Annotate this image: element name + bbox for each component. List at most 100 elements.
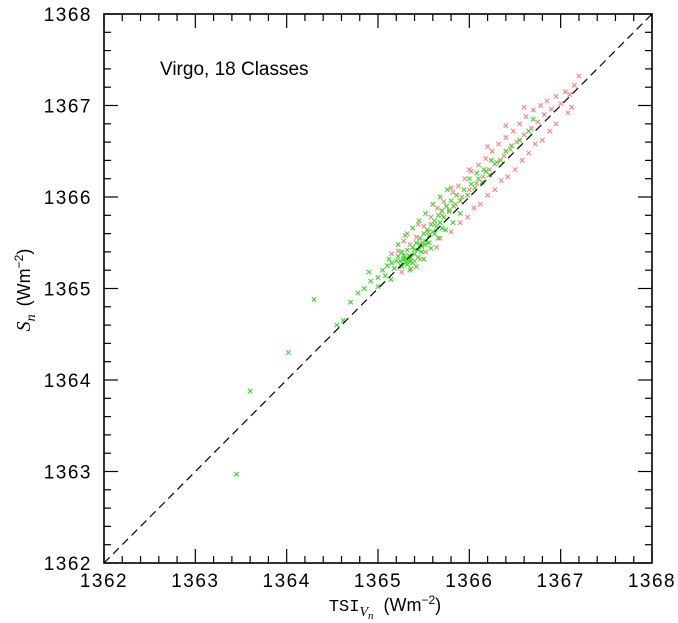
data-point [399,249,405,255]
data-point [432,218,438,224]
data-point [395,253,401,260]
data-point [448,185,454,191]
data-point [442,227,449,233]
data-point [402,232,408,239]
data-point [492,187,498,193]
data-point [475,162,482,168]
data-point [486,172,493,178]
data-point [386,256,392,262]
data-point [474,170,480,176]
data-point [558,101,564,107]
data-point [451,203,457,209]
x-axis-label: TSIVn (Wm−2) [329,593,441,622]
data-point [446,207,452,213]
reference-line-layer [103,13,653,564]
data-point [408,254,414,260]
data-point [514,139,520,145]
data-point [404,262,410,268]
data-point [410,225,416,231]
data-point [466,187,472,193]
x-tick-label: 1363 [171,571,219,592]
data-point [355,290,361,296]
data-point [510,128,516,134]
data-point [526,150,532,156]
data-point [435,212,441,218]
data-point [503,148,509,154]
data-point [428,245,434,251]
x-tick-label: 1364 [263,571,311,592]
data-point [410,260,416,266]
data-point [474,180,480,186]
data-point [508,143,514,149]
data-point [402,256,408,262]
data-point [391,265,398,271]
data-point [457,198,463,204]
data-point [516,121,523,127]
data-point [537,102,544,109]
y-axis-label: Sn (Wm−2) [12,249,39,332]
data-point [477,201,483,207]
data-point [576,73,582,79]
data-point [541,112,547,118]
axis-ticks [103,13,653,564]
data-point [399,263,405,270]
x-tick-label: 1365 [354,571,402,592]
data-point [448,229,454,235]
data-point [466,176,472,182]
x-axis-label-units-close: ) [435,595,441,615]
y-axis-label-units-close: ) [14,249,34,255]
data-point [507,146,514,153]
data-point [368,278,374,284]
data-point [421,256,427,262]
data-point [547,128,553,134]
y-tick-labels: 1362 1363 1364 1365 1366 1367 1368 [44,5,92,575]
data-point [521,104,527,110]
data-point [413,234,419,240]
data-point [437,220,443,226]
x-axis-label-sub: V [359,605,369,620]
data-point [501,153,507,159]
data-point [455,183,461,189]
y-tick-label: 1366 [44,188,92,209]
data-point [375,274,381,281]
data-point [521,132,527,138]
data-point [416,218,422,224]
data-point [519,157,525,163]
x-tick-label: 1368 [628,571,676,592]
data-point [415,221,421,228]
data-point [397,258,403,264]
x-tick-label: 1367 [537,571,585,592]
data-point [441,198,447,205]
data-point [565,110,571,116]
data-point [379,267,386,273]
data-point [437,194,443,200]
data-point [471,205,477,211]
data-point [348,299,354,305]
y-tick-label: 1364 [44,371,92,392]
data-point [432,231,438,237]
data-point [247,388,253,394]
chart-annotation: Virgo, 18 Classes [160,59,309,80]
data-point [426,240,432,246]
data-point [441,214,447,220]
data-point [366,269,372,275]
data-point [448,198,454,204]
data-point [488,157,494,163]
data-point [435,235,441,241]
data-point [446,209,452,215]
y-tick-label: 1367 [44,97,92,118]
data-point [548,106,555,112]
y-axis-label-units-sup: −2 [12,254,26,268]
data-point [389,251,395,257]
y-axis-label-sub: n [24,314,39,321]
data-point [459,194,465,200]
data-point [516,137,523,143]
y-tick-label: 1368 [44,5,92,26]
data-point [530,116,536,122]
data-point [481,166,487,173]
data-point [407,267,413,273]
data-point [311,296,317,303]
data-point [489,148,495,154]
y-tick-label: 1365 [44,280,92,301]
